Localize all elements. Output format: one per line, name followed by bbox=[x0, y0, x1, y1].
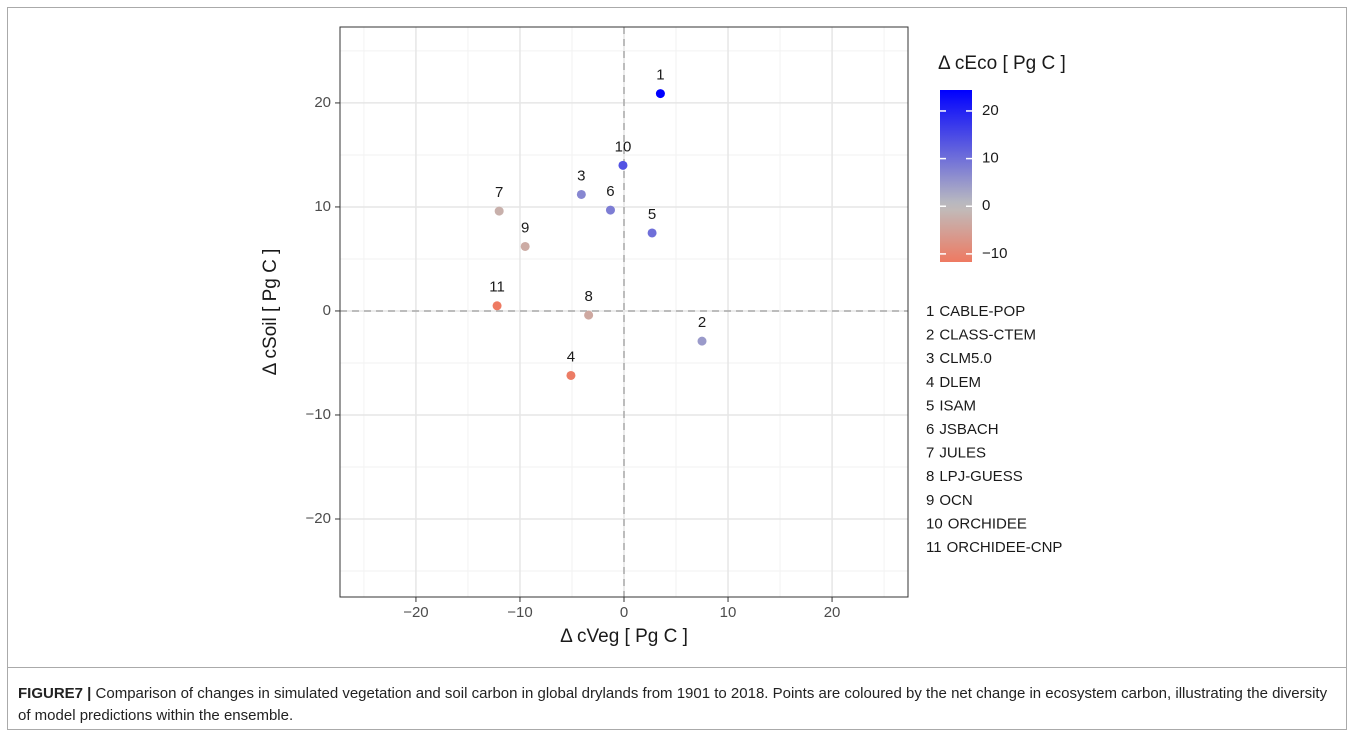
legend-entry: 9 OCN bbox=[926, 492, 973, 509]
colorbar-label: 0 bbox=[982, 197, 990, 214]
caption-label: FIGURE7 | bbox=[18, 685, 92, 702]
point bbox=[655, 89, 665, 99]
x-tick-label: 20 bbox=[824, 604, 841, 621]
legend-entry: 2 CLASS-CTEM bbox=[926, 327, 1036, 344]
legend-model: JSBACH bbox=[939, 421, 998, 438]
point-label: 2 bbox=[698, 314, 706, 331]
legend-number: 11 bbox=[926, 539, 942, 556]
legend-model: ORCHIDEE-CNP bbox=[947, 539, 1063, 556]
point-label: 9 bbox=[521, 219, 529, 236]
legend-number: 9 bbox=[926, 492, 934, 509]
y-tick-label: 20 bbox=[314, 94, 331, 111]
frame bbox=[7, 7, 1347, 730]
legend-number: 5 bbox=[926, 397, 934, 414]
legend-entry: 5 ISAM bbox=[926, 397, 976, 414]
colorbar-label: −10 bbox=[982, 245, 1007, 262]
legend-model: OCN bbox=[939, 492, 972, 509]
point bbox=[494, 206, 504, 216]
y-tick-label: 10 bbox=[314, 198, 331, 215]
legend-entry: 4 DLEM bbox=[926, 374, 981, 391]
x-tick-label: 10 bbox=[720, 604, 737, 621]
point-label: 3 bbox=[577, 167, 585, 184]
x-tick-label: −20 bbox=[403, 604, 428, 621]
point-label: 1 bbox=[656, 67, 664, 84]
point-label: 11 bbox=[489, 279, 505, 296]
legend-model: CLASS-CTEM bbox=[939, 327, 1036, 344]
legend-entry: 7 JULES bbox=[926, 445, 986, 462]
y-tick-label: −10 bbox=[306, 406, 331, 423]
legend-model: CLM5.0 bbox=[939, 350, 992, 367]
legend-model: ORCHIDEE bbox=[948, 515, 1027, 532]
point-label: 7 bbox=[495, 184, 503, 201]
colorbar-label: 20 bbox=[982, 102, 999, 119]
colorbar bbox=[940, 90, 972, 262]
point-label: 6 bbox=[606, 183, 614, 200]
x-tick-label: −10 bbox=[507, 604, 532, 621]
point bbox=[576, 189, 586, 199]
point-label: 4 bbox=[567, 348, 575, 365]
legend-number: 7 bbox=[926, 445, 934, 462]
legend-entry: 11 ORCHIDEE-CNP bbox=[926, 539, 1062, 556]
point bbox=[647, 228, 657, 238]
point bbox=[520, 241, 530, 251]
legend-number: 1 bbox=[926, 303, 934, 320]
colorbar-title: Δ cEco [ Pg C ] bbox=[938, 53, 1066, 74]
legend-model: DLEM bbox=[939, 374, 981, 391]
legend-number: 6 bbox=[926, 421, 934, 438]
legend-model: JULES bbox=[939, 445, 986, 462]
plot-border bbox=[339, 26, 909, 598]
x-tick-label: 0 bbox=[620, 604, 628, 621]
legend-number: 10 bbox=[926, 515, 943, 532]
legend-entry: 3 CLM5.0 bbox=[926, 350, 992, 367]
legend-number: 8 bbox=[926, 468, 934, 485]
legend-entry: 10 ORCHIDEE bbox=[926, 515, 1027, 532]
point bbox=[584, 310, 594, 320]
point bbox=[492, 301, 502, 311]
point-label: 8 bbox=[584, 288, 592, 305]
legend-entry: 6 JSBACH bbox=[926, 421, 999, 438]
legend-number: 2 bbox=[926, 327, 934, 344]
legend-number: 4 bbox=[926, 374, 934, 391]
legend-number: 3 bbox=[926, 350, 934, 367]
point bbox=[697, 336, 707, 346]
legend-entry: 1 CABLE-POP bbox=[926, 303, 1025, 320]
legend-model: LPJ-GUESS bbox=[939, 468, 1022, 485]
y-tick-label: 0 bbox=[323, 302, 331, 319]
point bbox=[618, 160, 628, 170]
point bbox=[605, 205, 615, 215]
point-label: 5 bbox=[648, 206, 656, 223]
x-axis-title: Δ cVeg [ Pg C ] bbox=[560, 626, 688, 647]
colorbar-label: 10 bbox=[982, 150, 999, 167]
y-axis-title: Δ cSoil [ Pg C ] bbox=[260, 249, 281, 376]
legend-model: CABLE-POP bbox=[939, 303, 1025, 320]
legend-model: ISAM bbox=[939, 397, 976, 414]
legend-entry: 8 LPJ-GUESS bbox=[926, 468, 1023, 485]
point-label: 10 bbox=[615, 138, 632, 155]
y-tick-label: −20 bbox=[306, 510, 331, 527]
point bbox=[566, 370, 576, 380]
caption: FIGURE7 | Comparison of changes in simul… bbox=[18, 683, 1333, 727]
caption-text: Comparison of changes in simulated veget… bbox=[18, 685, 1328, 724]
